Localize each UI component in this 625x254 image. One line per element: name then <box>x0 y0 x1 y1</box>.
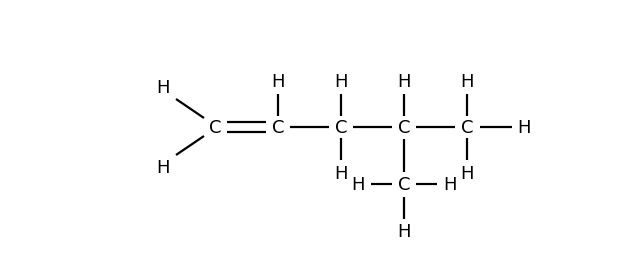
Text: H: H <box>398 73 411 91</box>
Text: C: C <box>272 119 284 136</box>
Text: H: H <box>271 73 285 91</box>
Text: H: H <box>351 175 365 193</box>
Text: H: H <box>334 164 348 182</box>
Text: H: H <box>156 79 170 97</box>
Text: H: H <box>460 164 474 182</box>
Text: C: C <box>398 175 410 193</box>
Text: C: C <box>209 119 221 136</box>
Text: C: C <box>335 119 348 136</box>
Text: C: C <box>461 119 473 136</box>
Text: H: H <box>398 222 411 240</box>
Text: H: H <box>460 73 474 91</box>
Text: H: H <box>443 175 457 193</box>
Text: C: C <box>398 119 410 136</box>
Text: H: H <box>156 158 170 176</box>
Text: H: H <box>334 73 348 91</box>
Text: H: H <box>518 119 531 136</box>
